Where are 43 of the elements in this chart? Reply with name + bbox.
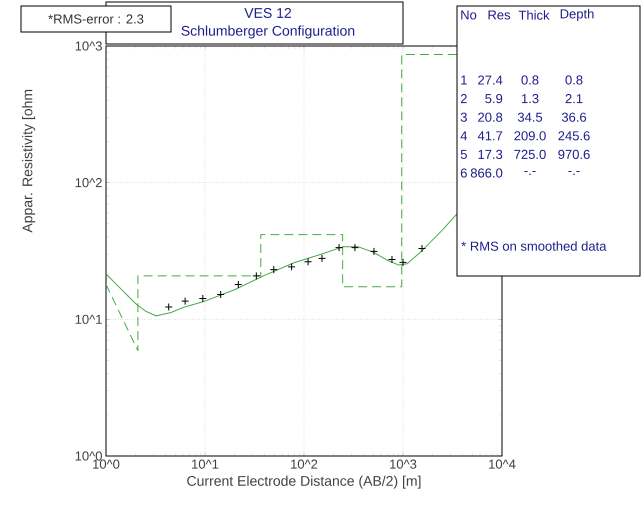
text: 1.3 [522, 94, 538, 104]
annotation: * RMS on smoothed data [461, 241, 606, 251]
x-tick-label: 10^1 [192, 460, 218, 469]
text: Depth [560, 8, 594, 22]
text: 34.5 [518, 112, 542, 122]
x-tick-label: 10^0 [93, 460, 120, 469]
chart-title: VES 12 [244, 8, 292, 18]
y-tick-label: 10^0 [76, 451, 102, 461]
y-tick-label: 10^3 [76, 41, 102, 51]
x-tick-label: 10^2 [291, 460, 318, 469]
y-tick-label: 10^2 [76, 178, 102, 188]
annotation: 5.9 [485, 94, 502, 104]
text: 36.6 [562, 112, 586, 122]
text: 209.0 [514, 131, 546, 140]
text: No [461, 10, 476, 20]
annotation: 6 [460, 168, 467, 178]
x-axis-title: Current Electrode Distance (AB/2) [m] [187, 476, 420, 489]
annotation: 27.4 [478, 75, 502, 85]
text: 245.6 [558, 131, 590, 140]
text: 0.8 [521, 75, 538, 85]
annotation: 5 [460, 150, 467, 159]
text: 725.0 [514, 150, 546, 159]
annotation: 1 [461, 76, 467, 84]
y-tick-label: 10^1 [76, 314, 102, 324]
annotation: 3 [460, 112, 467, 122]
text: *RMS-error : 2.3 [48, 14, 144, 24]
text: -.- [568, 171, 580, 175]
text: 970.6 [558, 150, 590, 159]
annotation: 866.0 [470, 168, 502, 178]
x-tick-label: 10^4 [489, 460, 516, 469]
text: Res [488, 10, 510, 20]
annotation: 20.8 [478, 112, 502, 122]
x-tick-label: 10^3 [390, 460, 416, 469]
text: Thick [518, 10, 550, 20]
text: 0.8 [565, 75, 582, 85]
text: 2.1 [566, 94, 582, 104]
annotation: 2 [460, 94, 467, 104]
annotation: 41.7 [478, 131, 502, 140]
y-axis-title: Appar. Resistivity [ohm [22, 90, 36, 233]
annotation: 4 [460, 131, 468, 140]
chart-subtitle: Schlumberger Configuration [181, 25, 354, 39]
annotation: 17.3 [478, 150, 502, 159]
text: -.- [524, 171, 536, 175]
